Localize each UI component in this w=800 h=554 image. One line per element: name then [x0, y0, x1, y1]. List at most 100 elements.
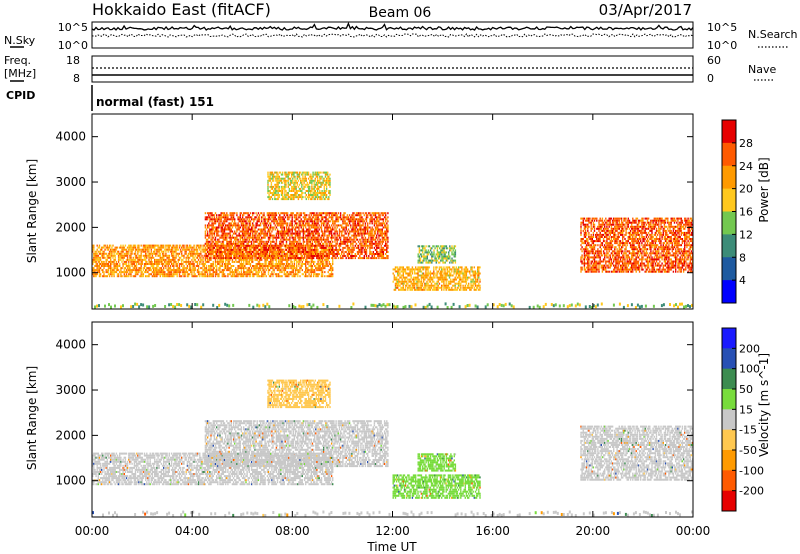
- power-cell: [307, 220, 309, 223]
- power-cell: [379, 232, 381, 235]
- power-cell: [265, 251, 267, 253]
- power-cell: [253, 248, 255, 251]
- power-cell: [255, 232, 257, 235]
- power-cell: [197, 246, 200, 249]
- power-cell: [104, 275, 106, 278]
- power-cell: [114, 248, 116, 251]
- power-cell: [141, 258, 143, 261]
- power-cell: [258, 265, 261, 267]
- power-cell: [305, 248, 307, 251]
- power-cell: [263, 240, 265, 243]
- power-cell: [336, 255, 338, 257]
- power-cell: [197, 254, 200, 257]
- power-cell: [339, 248, 342, 251]
- power-cell: [286, 257, 289, 260]
- power-cell: [235, 253, 237, 255]
- power-cell: [288, 258, 290, 261]
- power-cell: [312, 244, 315, 247]
- power-cell: [317, 260, 319, 263]
- power-cell: [281, 224, 283, 227]
- power-cell: [296, 248, 298, 251]
- power-cell: [317, 273, 319, 276]
- power-cell: [176, 271, 178, 274]
- power-cell: [279, 248, 281, 251]
- power-cell: [252, 230, 254, 233]
- power-cell: [225, 216, 227, 219]
- power-cell: [247, 216, 249, 219]
- power-cell: [96, 256, 98, 259]
- power-cell: [327, 236, 329, 239]
- power-cell: [314, 224, 316, 227]
- power-cell: [256, 263, 258, 265]
- power-cell: [255, 226, 257, 229]
- power-cell: [353, 234, 355, 237]
- power-cell: [227, 248, 229, 251]
- power-cell: [294, 226, 297, 229]
- power-cell: [149, 263, 151, 265]
- power-cell: [342, 214, 344, 217]
- power-cell: [309, 248, 311, 251]
- power-cell: [291, 230, 293, 233]
- power-cell: [237, 240, 239, 243]
- power-cell: [108, 265, 111, 267]
- power-cell: [274, 228, 276, 231]
- power-cell: [166, 248, 168, 251]
- power-cell: [115, 246, 118, 249]
- power-cell: [190, 246, 192, 249]
- power-cell: [305, 226, 307, 229]
- power-cell: [246, 258, 248, 261]
- power-cell: [235, 232, 237, 235]
- power-cell: [305, 236, 307, 239]
- power-cell: [232, 257, 235, 260]
- power-cell: [281, 256, 283, 259]
- power-cell: [170, 263, 173, 265]
- power-cell: [353, 246, 355, 249]
- power-cell: [236, 236, 238, 239]
- power-cell: [323, 267, 325, 270]
- power-cell: [122, 258, 124, 261]
- power-cell: [387, 216, 389, 219]
- power-cell: [374, 242, 377, 245]
- power-cell: [214, 244, 217, 247]
- power-cell: [381, 253, 383, 255]
- power-cell: [209, 240, 211, 243]
- power-cell: [255, 263, 257, 265]
- power-cell: [275, 214, 278, 217]
- power-cell: [249, 228, 252, 231]
- power-cell: [211, 242, 213, 245]
- power-cell: [236, 244, 238, 247]
- power-cell: [145, 244, 147, 247]
- power-cell: [216, 244, 218, 247]
- power-cell: [382, 246, 385, 249]
- power-cell: [163, 269, 165, 272]
- power-cell: [299, 260, 301, 263]
- power-cell: [321, 269, 324, 272]
- power-cell: [94, 250, 96, 253]
- power-cell: [334, 240, 336, 243]
- power-cell: [314, 240, 316, 243]
- power-cell: [255, 253, 257, 255]
- power-cell: [355, 236, 358, 239]
- power-cell: [318, 218, 320, 221]
- power-cell: [303, 248, 306, 251]
- power-cell: [254, 269, 256, 272]
- power-cell: [232, 224, 235, 227]
- power-cell: [159, 260, 161, 263]
- power-cell: [163, 263, 165, 265]
- power-cell: [281, 212, 283, 215]
- power-cell: [239, 220, 241, 223]
- power-cell: [226, 228, 228, 231]
- power-cell: [300, 257, 302, 260]
- power-cell: [150, 244, 152, 247]
- power-cell: [154, 273, 156, 276]
- power-cell: [202, 250, 204, 253]
- power-cell: [311, 253, 314, 255]
- power-cell: [178, 273, 181, 276]
- power-cell: [294, 273, 297, 276]
- power-cell: [201, 254, 203, 257]
- power-cell: [338, 216, 341, 219]
- power-cell: [123, 275, 125, 278]
- power-cell: [247, 242, 249, 245]
- power-cell: [301, 230, 303, 233]
- power-cell: [177, 254, 179, 257]
